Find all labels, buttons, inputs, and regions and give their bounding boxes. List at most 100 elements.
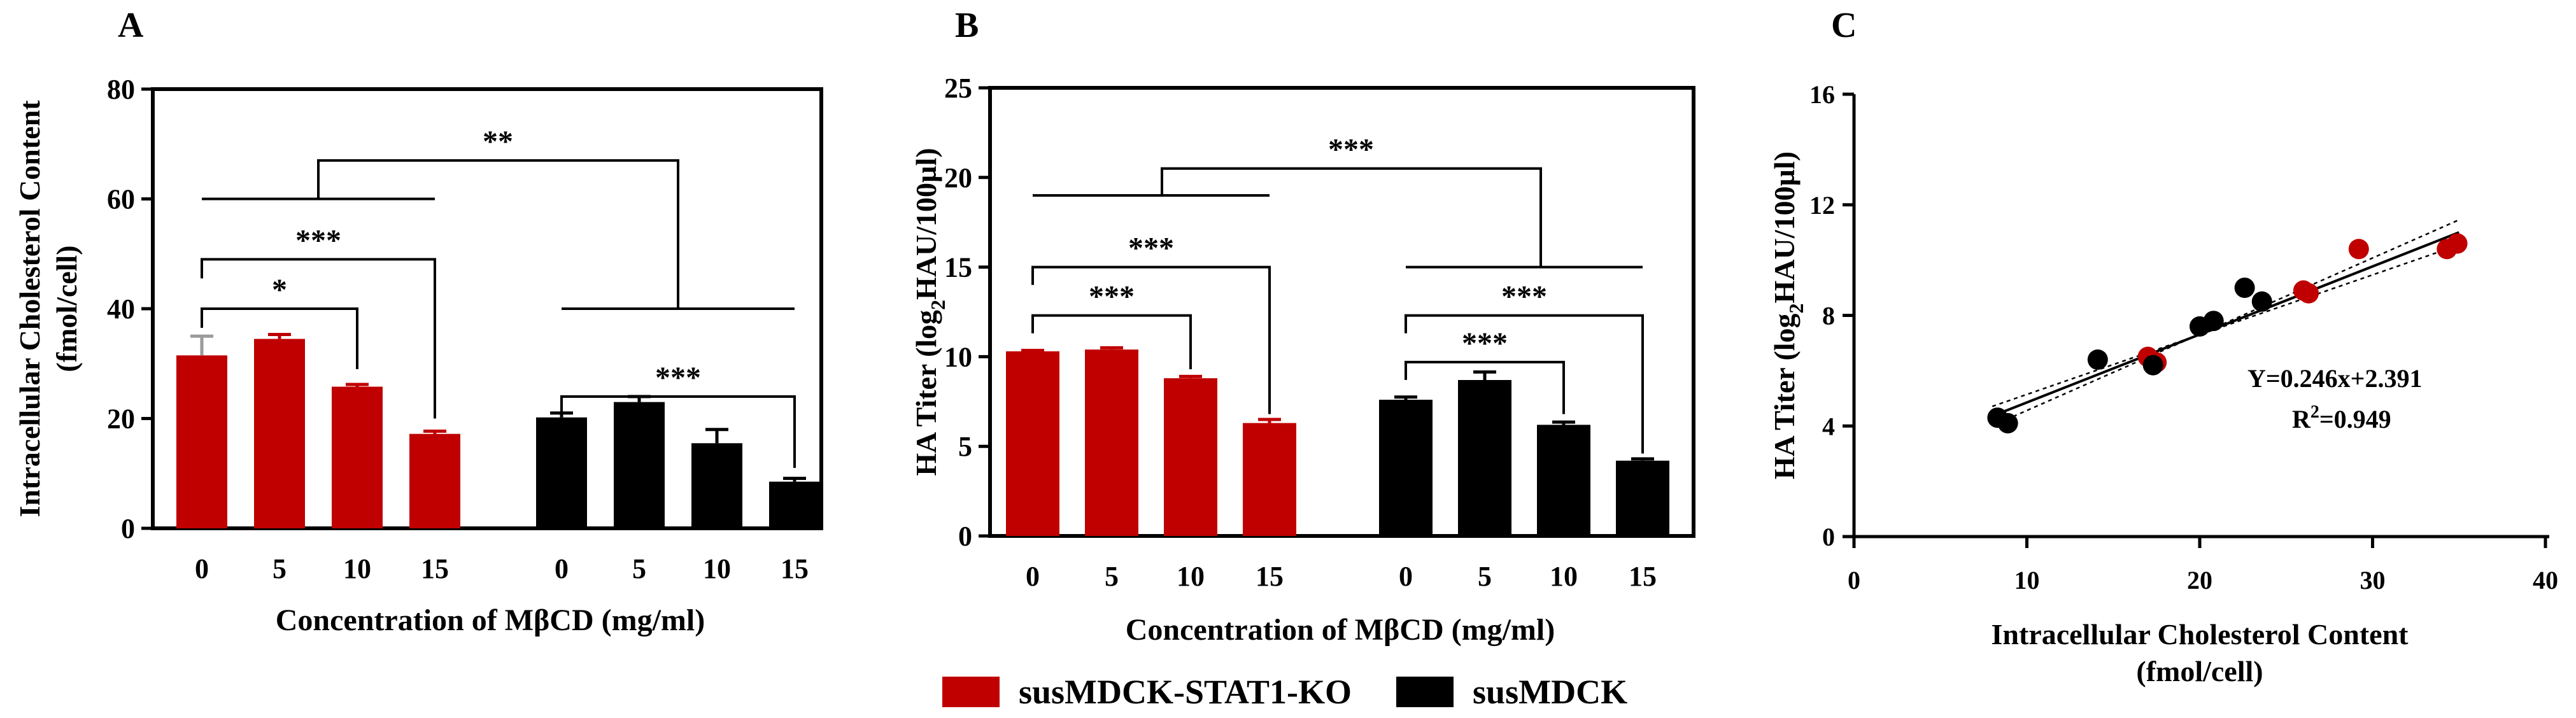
significance-label: ***: [1328, 133, 1374, 167]
y-tick-label: 40: [107, 293, 135, 325]
y-axis-label-part: HAU/100µl): [910, 148, 942, 300]
r-squared-value: =0.949: [2319, 405, 2391, 433]
y-tick-label: 4: [1822, 412, 1835, 440]
bar: [332, 386, 383, 528]
bar: [1379, 399, 1433, 536]
x-tick-label: 10: [703, 553, 731, 584]
bar: [769, 481, 820, 528]
bar: [176, 355, 227, 528]
r-squared-sup: 2: [2311, 402, 2319, 422]
x-tick-label: 0: [555, 553, 569, 584]
legend: susMDCK-STAT1-KO susMDCK: [942, 668, 1672, 715]
significance-label: **: [483, 125, 513, 158]
y-tick-label: 20: [107, 404, 135, 435]
y-tick-label: 16: [1809, 80, 1835, 109]
significance-bracket: [202, 159, 795, 310]
y-axis-label: HA Titer (log2HAU/100µl): [1768, 151, 1808, 479]
x-axis-label: Concentration of MβCD (mg/ml): [276, 603, 705, 637]
x-axis-label-line: (fmol/cell): [2136, 655, 2263, 687]
significance-label: *: [272, 273, 287, 307]
significance-bracket: [1405, 314, 1644, 454]
x-tick-label: 15: [1256, 561, 1284, 592]
x-tick-label: 10: [2014, 566, 2040, 595]
bar: [691, 443, 742, 528]
bar: [1164, 378, 1217, 536]
significance-bracket: [560, 395, 796, 468]
y-tick-label: 5: [958, 431, 972, 462]
bar: [1243, 423, 1296, 536]
x-tick-label: 40: [2533, 566, 2558, 595]
bar: [1006, 351, 1059, 536]
significance-label: ***: [1462, 327, 1508, 360]
significance-label: ***: [1089, 280, 1135, 314]
y-axis-label: Intracellular Cholesterol Content (fmol/c…: [13, 100, 83, 517]
significance-label: ***: [655, 361, 701, 395]
data-point: [2142, 355, 2163, 376]
x-tick-label: 10: [1550, 561, 1578, 592]
significance-label: ***: [295, 223, 341, 257]
bar: [536, 417, 587, 528]
y-tick-label: 60: [107, 184, 135, 215]
y-tick-label: 0: [1822, 523, 1835, 551]
data-point: [2447, 233, 2468, 254]
legend-item-wt: susMDCK: [1396, 672, 1627, 712]
y-tick-label: 8: [1822, 302, 1835, 330]
y-tick-label: 12: [1809, 191, 1835, 220]
y-tick-label: 10: [944, 341, 972, 372]
x-tick-label: 30: [2360, 566, 2386, 595]
x-tick-label: 0: [1026, 561, 1040, 592]
data-point: [2251, 291, 2272, 312]
x-tick-label: 5: [272, 553, 287, 584]
data-point: [2234, 278, 2255, 299]
bar: [614, 402, 665, 528]
x-tick-label: 5: [632, 553, 646, 584]
x-tick-label: 10: [1177, 561, 1205, 592]
bar: [1537, 425, 1590, 536]
bar: [254, 339, 305, 528]
bar: [1458, 380, 1511, 536]
x-tick-label: 5: [1478, 561, 1492, 592]
y-axis-label: HA Titer (log2HAU/100µl): [910, 148, 949, 475]
data-point: [2348, 239, 2369, 260]
panel-letter-b: B: [955, 6, 979, 45]
panel-letter-a: A: [118, 6, 144, 45]
data-point: [2298, 283, 2319, 304]
x-axis-label-line: Intracellular Cholesterol Content: [1991, 618, 2409, 651]
r-squared: R2=0.949: [2292, 402, 2391, 433]
x-tick-label: 15: [781, 553, 809, 584]
regression-line: [1992, 231, 2459, 418]
regression-equation: Y=0.246x+2.391: [2247, 364, 2422, 393]
data-point: [2203, 311, 2224, 332]
x-tick-label: 15: [421, 553, 449, 584]
legend-swatch-wt: [1396, 677, 1454, 707]
y-axis-label-sub: 2: [1785, 303, 1808, 313]
y-axis-label-line: Intracellular Cholesterol Content: [13, 100, 46, 517]
x-axis-label: Intracellular Cholesterol Content (fmol/c…: [1991, 618, 2409, 687]
significance-bracket: [201, 258, 436, 419]
plot-frame: [988, 86, 1695, 538]
legend-label-ko: susMDCK-STAT1-KO: [1019, 673, 1352, 711]
significance-bracket: [1031, 265, 1271, 414]
y-tick-label: 15: [944, 252, 972, 283]
confidence-band: [1992, 244, 2459, 407]
r-squared-label: R: [2292, 405, 2311, 433]
data-point: [2087, 349, 2108, 370]
y-tick-label: 80: [107, 74, 135, 105]
data-point: [1997, 412, 2018, 433]
significance-bracket: [1033, 167, 1643, 269]
bar: [1085, 349, 1138, 536]
significance-bracket: [1405, 360, 1565, 414]
y-axis-label-part: HAU/100µl): [1768, 151, 1801, 304]
x-tick-label: 0: [1848, 566, 1860, 595]
panel-a: 0 20 40 60 80 Intracellular Cholesterol Conte…: [13, 74, 823, 637]
y-axis-label-line: (fmol/cell): [50, 245, 83, 372]
bar: [409, 433, 460, 528]
x-axis-label: Concentration of MβCD (mg/ml): [1126, 613, 1555, 647]
x-tick-label: 15: [1629, 561, 1657, 592]
y-tick-label: 25: [944, 73, 972, 104]
x-tick-label: 0: [1399, 561, 1413, 592]
y-tick-label: 20: [944, 162, 972, 194]
legend-label-wt: susMDCK: [1473, 673, 1628, 711]
